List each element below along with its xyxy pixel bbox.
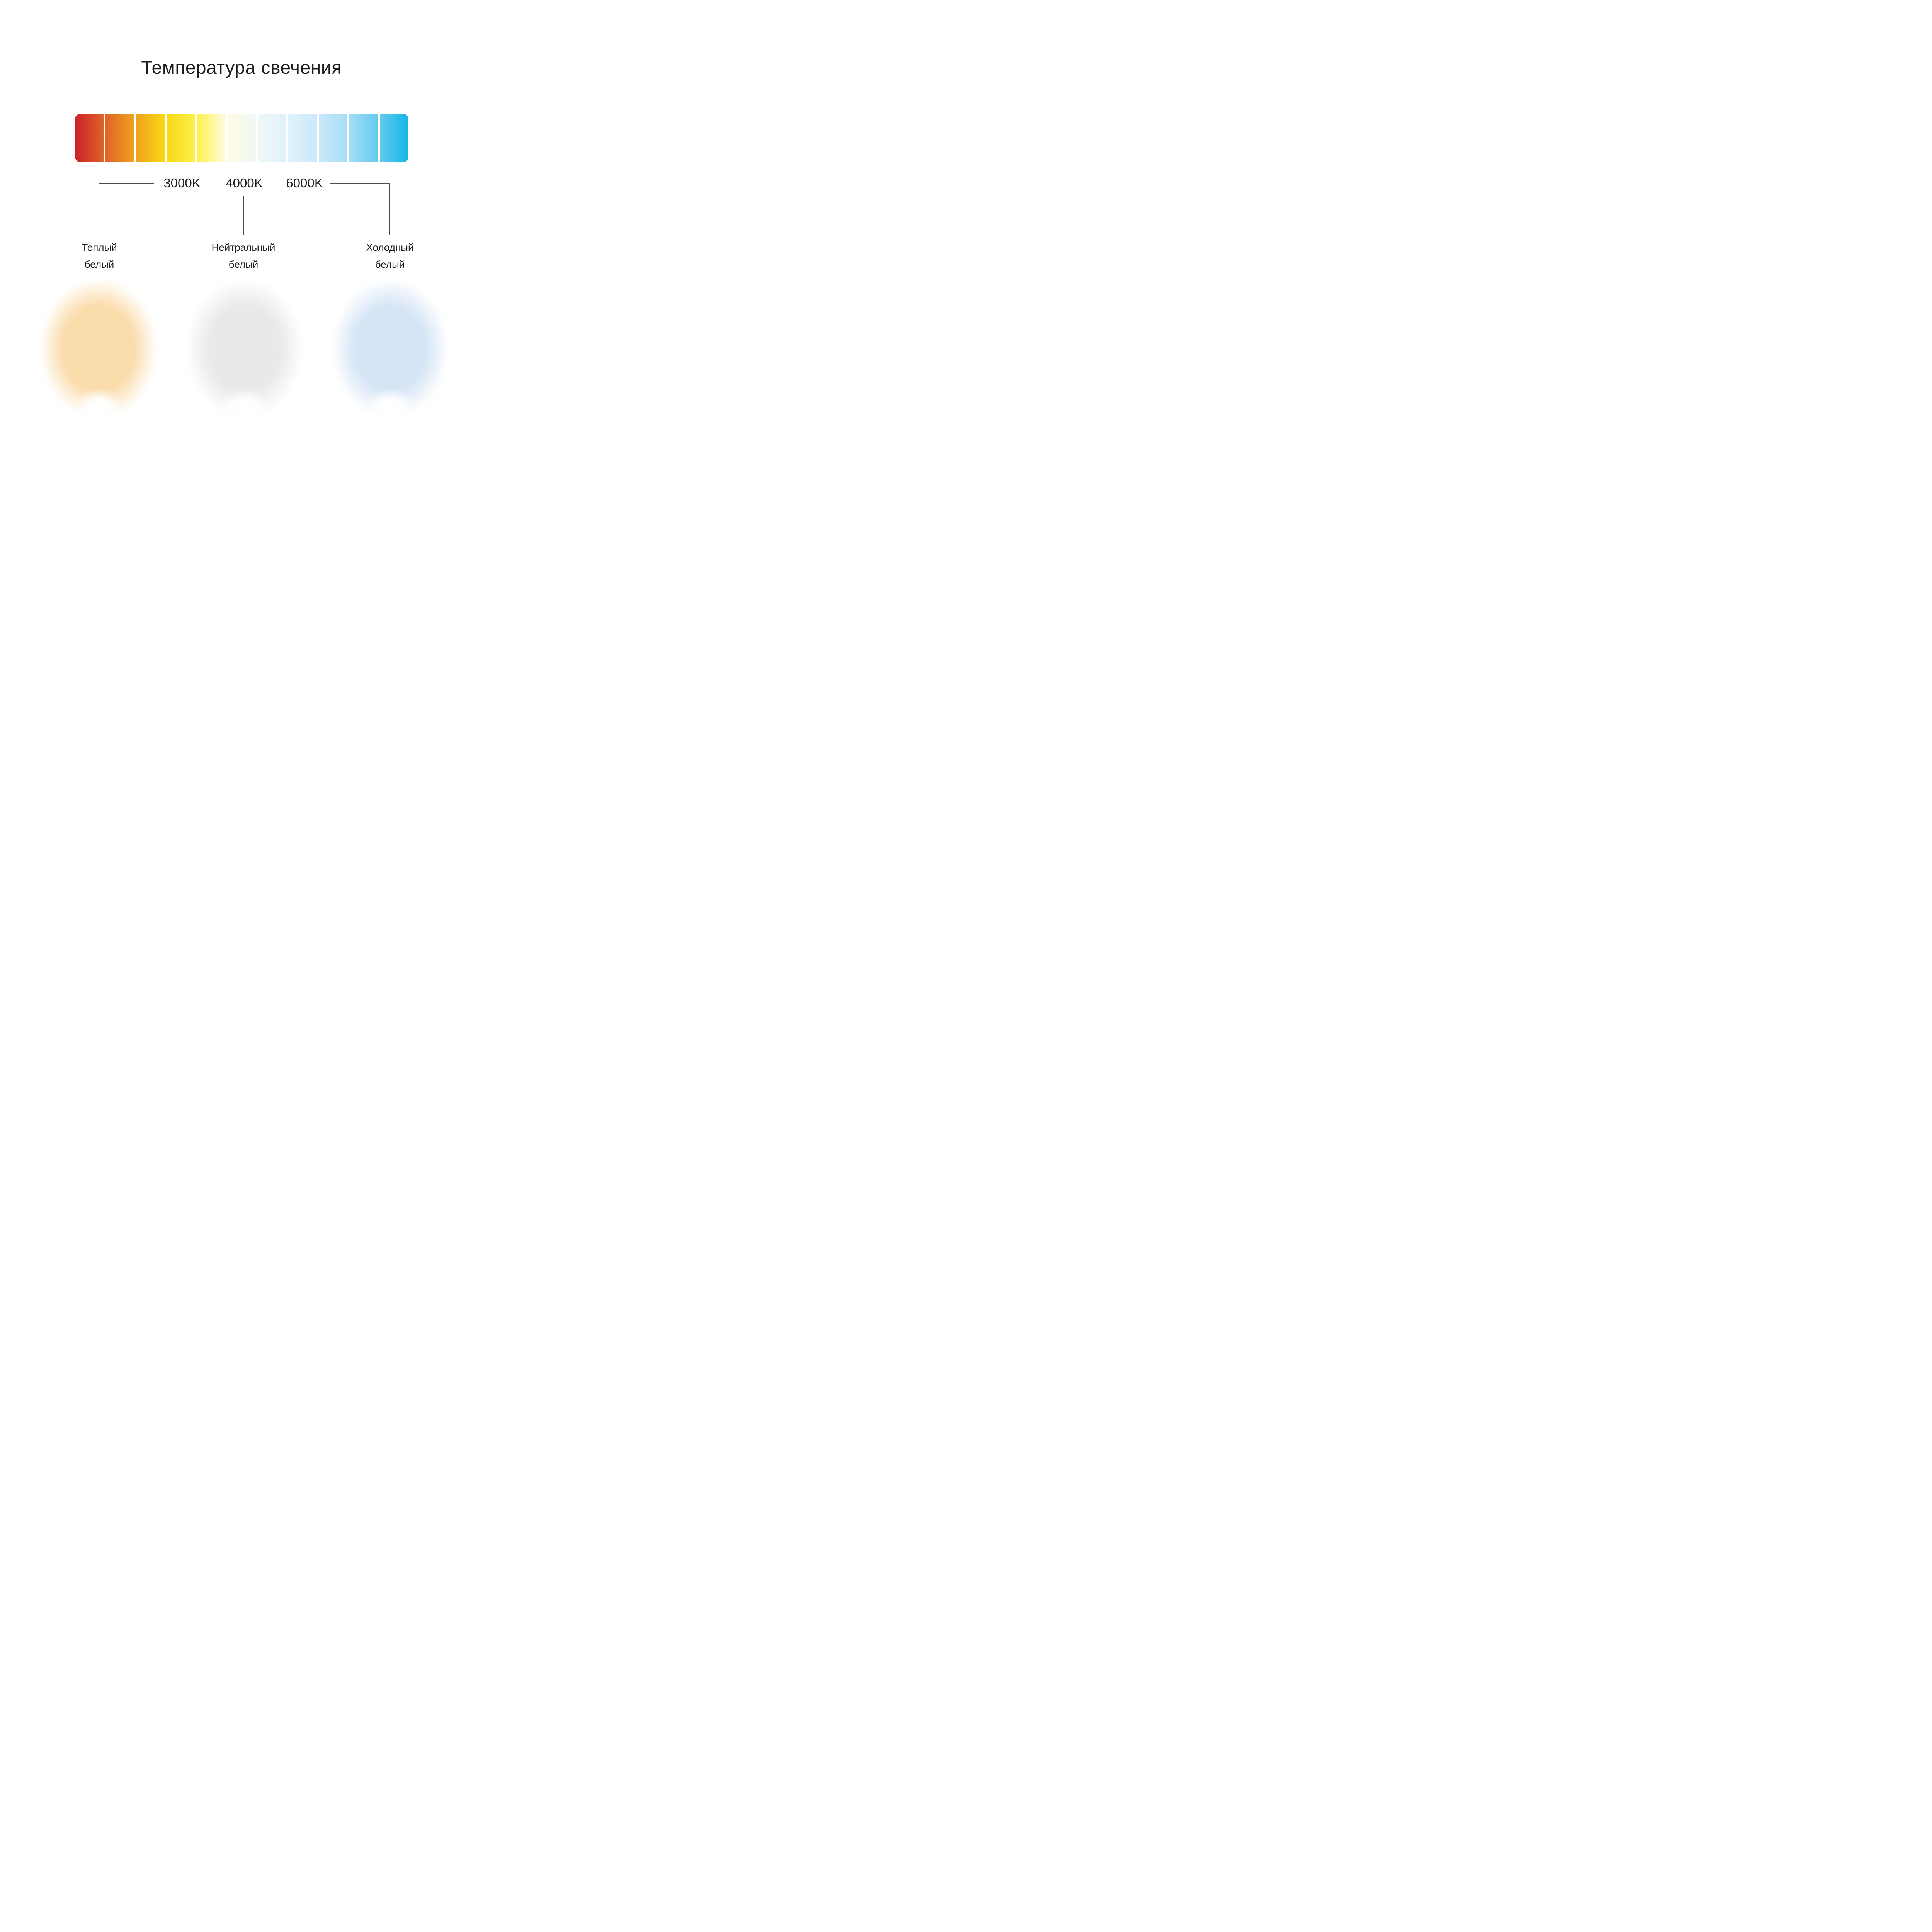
connector-cool-vertical: [389, 183, 390, 235]
tick-label-3000k: 3000K: [163, 176, 201, 190]
label-neutral-white: Нейтральный белый: [212, 239, 276, 273]
label-neutral-white-line2: белый: [228, 259, 259, 270]
scale-segment: [380, 114, 408, 162]
scale-segment: [105, 114, 134, 162]
scale-segment: [288, 114, 317, 162]
scale-segment: [166, 114, 195, 162]
label-cool-white-line1: Холодный: [366, 242, 414, 253]
connector-cool-horizontal: [330, 183, 390, 184]
scale-segment: [319, 114, 348, 162]
scale-segment: [136, 114, 165, 162]
scale-segment: [258, 114, 287, 162]
glow-cool-white: [329, 278, 452, 425]
temperature-scale-bar: [75, 114, 408, 162]
label-warm-white-line1: Теплый: [82, 242, 117, 253]
scale-segment: [227, 114, 256, 162]
label-warm-white: Теплый белый: [82, 239, 117, 273]
scale-segment: [197, 114, 226, 162]
label-cool-white-line2: белый: [375, 259, 405, 270]
label-warm-white-line2: белый: [84, 259, 114, 270]
tick-label-4000k: 4000K: [226, 176, 263, 190]
glow-warm-white: [37, 278, 160, 425]
label-neutral-white-line1: Нейтральный: [211, 242, 276, 253]
tick-label-6000k: 6000K: [286, 176, 323, 190]
connector-neutral-vertical: [243, 196, 244, 235]
color-temperature-diagram: Температура свечения 3000K 4000K 6000K Т…: [0, 0, 483, 483]
glow-neutral-white: [183, 278, 306, 425]
scale-segment: [75, 114, 104, 162]
label-cool-white: Холодный белый: [366, 239, 413, 273]
scale-segment: [349, 114, 378, 162]
diagram-title: Температура свечения: [141, 58, 342, 78]
connector-warm-horizontal: [99, 183, 154, 184]
